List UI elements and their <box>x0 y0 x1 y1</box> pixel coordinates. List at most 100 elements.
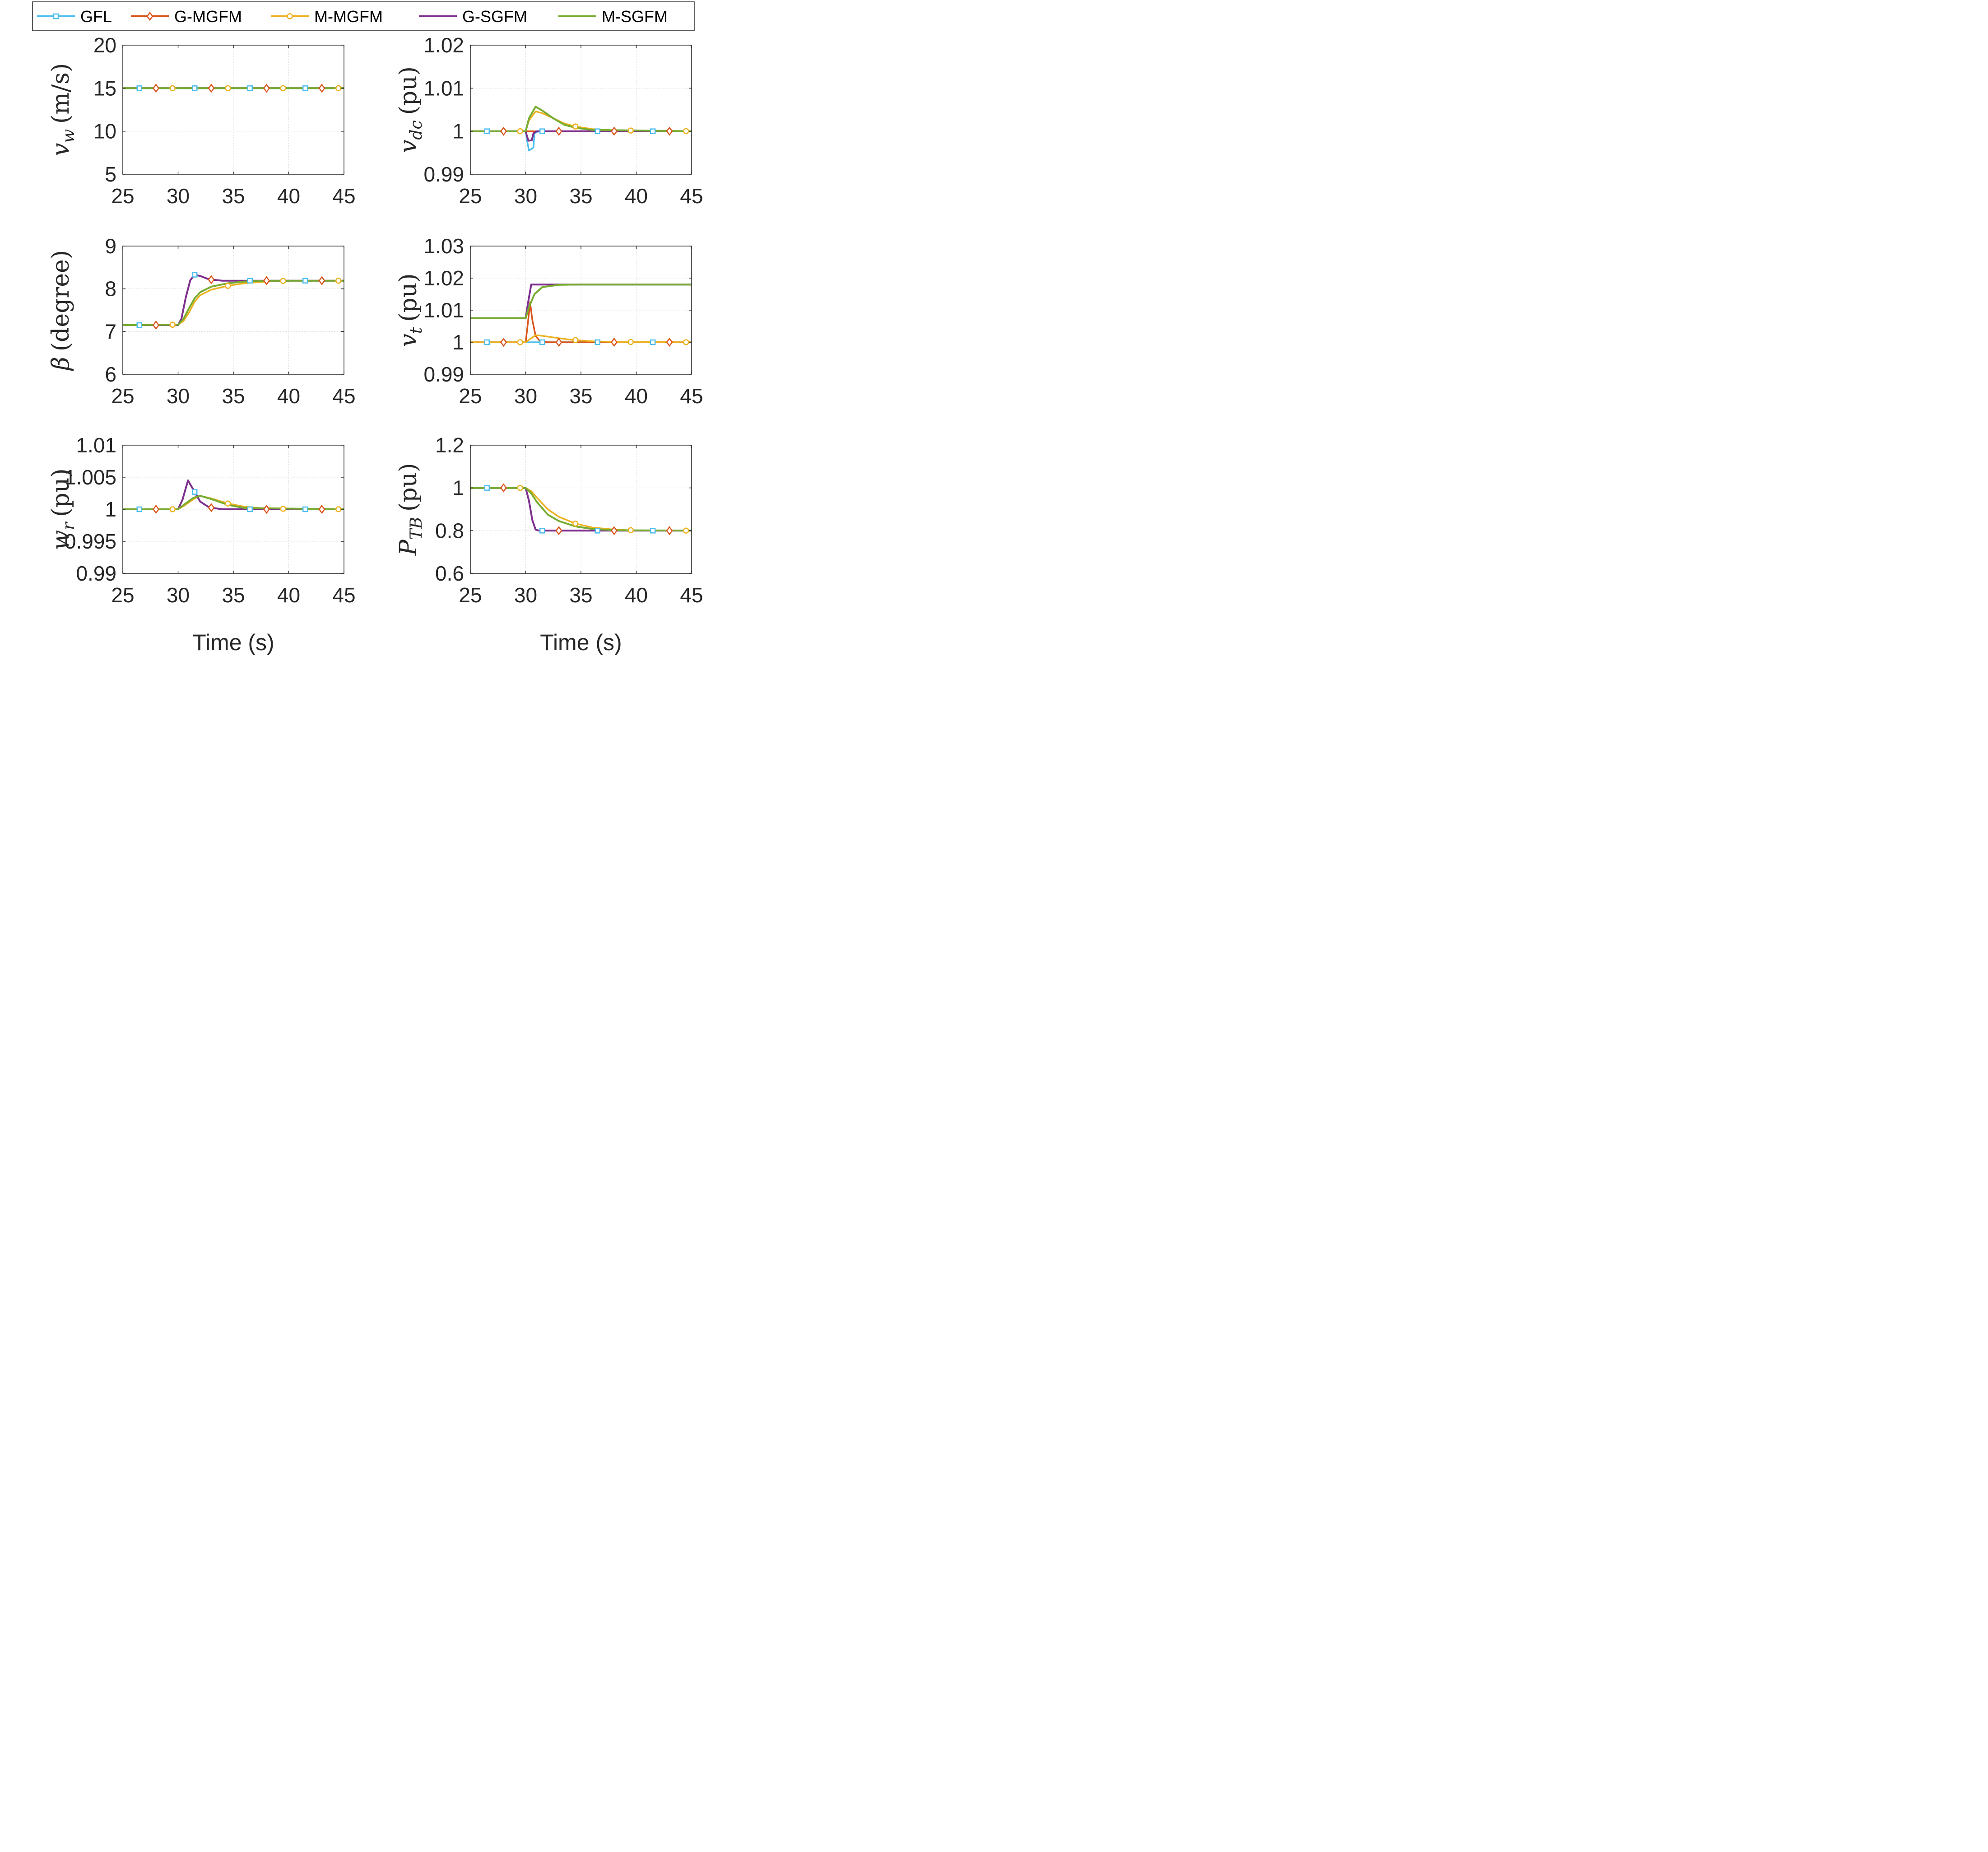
x-tick-label: 30 <box>167 184 190 208</box>
y-label-unit: (pu) <box>395 273 422 321</box>
marker-gfl <box>595 339 600 345</box>
panel-vdc: 25 30 35 40 45 0.99 1 1.01 1.02 vdc (pu) <box>395 33 703 208</box>
marker-gfl <box>650 528 656 534</box>
x-tick-label: 30 <box>514 583 537 607</box>
marker-m-mgfm <box>683 339 689 345</box>
marker-g-mgfm <box>666 337 673 347</box>
marker-gfl <box>136 85 142 91</box>
marker-gfl <box>539 128 545 134</box>
y-label-unit: (pu) <box>47 468 74 517</box>
x-tick-label: 40 <box>277 583 300 607</box>
legend-item-gfl: GFL <box>37 7 112 26</box>
y-label-symbol: v <box>395 334 422 347</box>
x-tick-label: 30 <box>167 583 190 607</box>
marker-g-mgfm <box>555 337 562 347</box>
y-tick-label: 1.02 <box>423 33 464 57</box>
marker-gfl <box>650 128 656 134</box>
marker-m-mgfm <box>335 506 342 512</box>
grid <box>470 445 692 573</box>
y-tick-label: 20 <box>93 33 116 57</box>
marker-gfl <box>192 85 198 91</box>
marker-m-mgfm <box>335 277 342 284</box>
x-tick-label: 40 <box>625 184 648 208</box>
marker-g-mgfm <box>152 504 160 514</box>
y-tick-label: 0.99 <box>423 163 464 186</box>
marker-m-mgfm <box>572 337 579 343</box>
x-tick-label: 45 <box>680 583 703 607</box>
marker-g-mgfm <box>610 526 618 535</box>
marker-g-mgfm <box>610 337 618 347</box>
series-group <box>470 487 692 532</box>
legend-item-g-mgfm: G-MGFM <box>131 7 242 26</box>
y-label-subscript: t <box>407 327 426 334</box>
y-tick-label: 1 <box>452 476 464 500</box>
marker-g-mgfm <box>500 337 507 347</box>
y-axis-label: vdc (pu) <box>395 66 426 153</box>
y-tick-label: 1 <box>105 498 116 521</box>
x-tick-label: 45 <box>332 384 355 408</box>
y-tick-label: 10 <box>93 120 116 143</box>
y-label-symbol: v <box>395 140 422 153</box>
marker-g-mgfm <box>263 504 270 514</box>
y-label-subscript: dc <box>407 120 426 140</box>
legend-label: G-MGFM <box>174 7 242 26</box>
y-label-unit: (degree) <box>47 250 74 351</box>
marker-m-mgfm <box>627 339 634 345</box>
marker-m-mgfm <box>517 339 523 345</box>
legend: GFL G-MGFM M-MGFM G-SGFM M-SGFM <box>32 1 695 31</box>
marker-gfl <box>302 506 308 512</box>
y-tick-label: 1.01 <box>423 298 464 322</box>
y-label-symbol: P <box>395 539 422 556</box>
marker-g-mgfm <box>208 275 215 284</box>
y-tick-label: 0.99 <box>423 363 464 386</box>
y-label-subscript: w <box>60 129 78 143</box>
y-label-subscript: TB <box>407 517 426 540</box>
marker-g-mgfm <box>555 526 562 535</box>
panel-vw: 25 30 35 40 45 5 10 15 20 vw (m/s) <box>47 33 356 208</box>
y-tick-label: 8 <box>105 277 116 301</box>
markers <box>484 483 689 535</box>
marker-m-mgfm <box>280 85 286 92</box>
x-tick-label: 25 <box>111 184 134 208</box>
y-axis-label: PTB (pu) <box>395 463 426 556</box>
y-tick-label: 7 <box>105 320 116 343</box>
marker-m-mgfm <box>517 484 523 491</box>
y-axis-label: wr (pu) <box>47 468 78 550</box>
marker-gfl <box>484 485 490 491</box>
marker-g-mgfm <box>666 126 673 136</box>
marker-gfl <box>484 128 490 134</box>
panel-beta: 25 30 35 40 45 6 7 8 9 β (degree) <box>47 234 356 408</box>
x-tick-label: 30 <box>514 184 537 208</box>
panel-vt: 25 30 35 40 45 0.99 1 1.01 1.02 1.03 vt (pu) <box>395 234 703 408</box>
series-line-m-mgfm <box>470 334 692 343</box>
panel-ptb: 25 30 35 40 45 0.6 0.8 1 1.2 PTB (pu) Time (s) <box>395 433 703 655</box>
marker-g-mgfm <box>152 84 160 93</box>
y-axis-label: vt (pu) <box>395 273 426 347</box>
marker-m-mgfm <box>280 506 286 512</box>
y-label-unit: (pu) <box>395 463 422 512</box>
legend-marker <box>287 13 293 19</box>
legend-item-g-sgfm: G-SGFM <box>419 7 527 26</box>
y-tick-label: 1.2 <box>435 433 464 457</box>
marker-gfl <box>595 528 600 534</box>
grid <box>123 246 344 374</box>
marker-g-mgfm <box>318 84 325 93</box>
y-tick-label: 0.99 <box>76 562 116 585</box>
marker-g-mgfm <box>263 276 270 285</box>
y-label-symbol: v <box>47 143 74 156</box>
marker-g-mgfm <box>318 504 325 514</box>
x-tick-label: 35 <box>569 184 592 208</box>
x-tick-label: 25 <box>111 384 134 408</box>
figure: GFL G-MGFM M-MGFM G-SGFM M-SGFM 25 30 35 40 45 5 1… <box>32 1 703 655</box>
y-tick-label: 1 <box>452 330 464 354</box>
legend-label: M-SGFM <box>602 7 668 26</box>
y-tick-label: 1 <box>452 120 464 143</box>
x-axis-label: Time (s) <box>540 630 622 655</box>
x-tick-label: 40 <box>277 184 300 208</box>
grid <box>123 45 344 174</box>
marker-gfl <box>192 489 198 495</box>
legend-item-m-mgfm: M-MGFM <box>271 7 383 26</box>
series-line-m-sgfm <box>470 106 692 132</box>
x-axis-label: Time (s) <box>192 630 274 655</box>
marker-g-mgfm <box>208 503 215 512</box>
